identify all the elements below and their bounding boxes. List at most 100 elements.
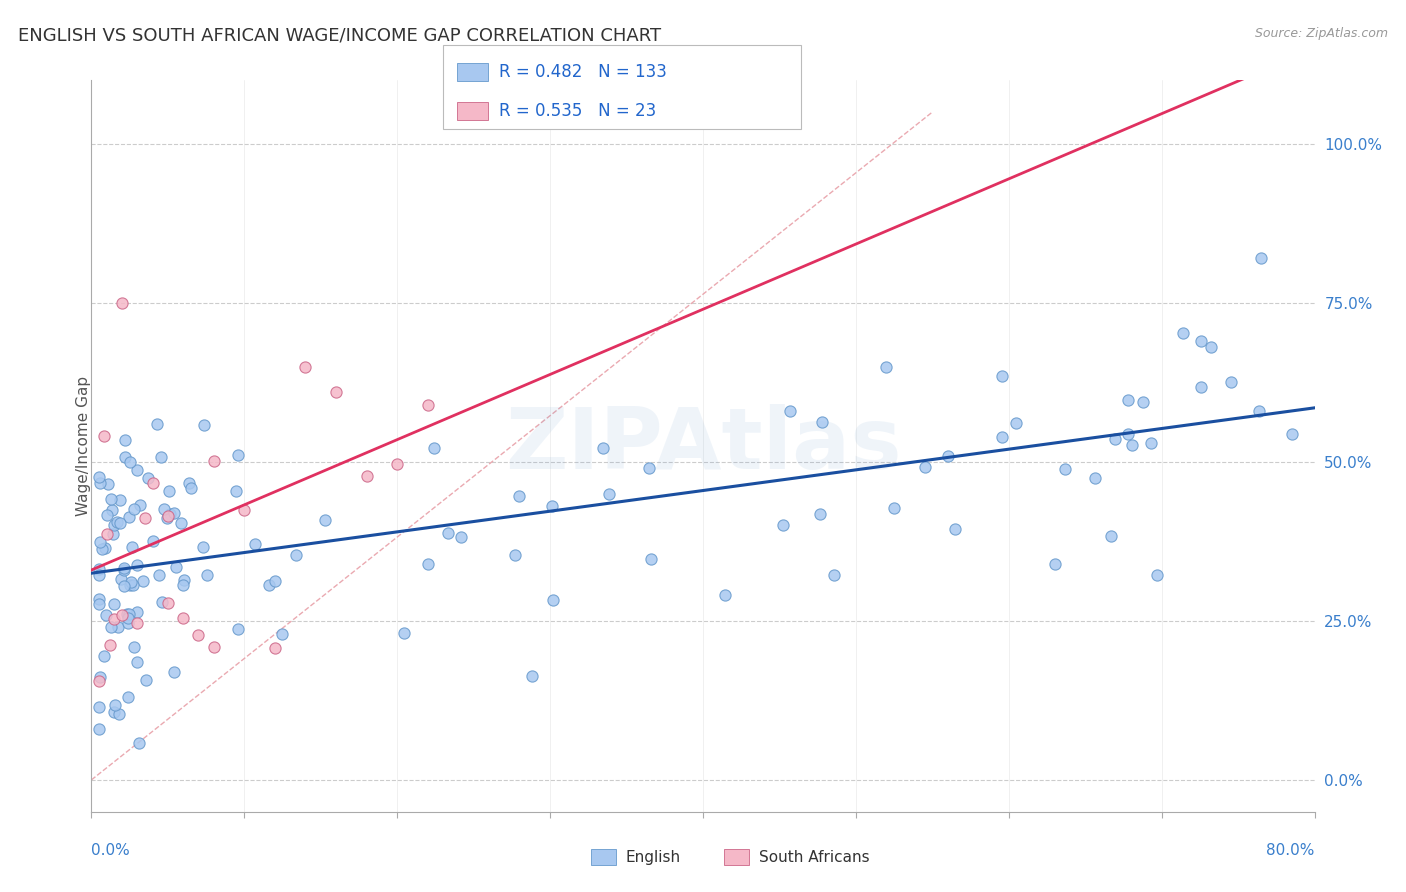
Point xyxy=(115,607,138,621)
Point xyxy=(87,567,110,582)
Point xyxy=(1084,470,1107,484)
Point xyxy=(117,616,139,631)
Point xyxy=(150,595,173,609)
Point xyxy=(1118,427,1140,442)
Point xyxy=(87,722,110,736)
Point xyxy=(112,579,135,593)
Point xyxy=(117,690,139,704)
Point xyxy=(163,665,186,679)
Point xyxy=(592,442,614,456)
Point xyxy=(172,610,194,624)
Text: R = 0.482   N = 133: R = 0.482 N = 133 xyxy=(499,62,666,80)
Point xyxy=(134,511,156,525)
Point xyxy=(127,616,149,631)
Point xyxy=(990,368,1012,383)
Point xyxy=(103,705,125,719)
Point xyxy=(103,597,125,611)
Point xyxy=(94,541,117,556)
Point xyxy=(87,700,110,714)
Point xyxy=(125,463,148,477)
Point xyxy=(257,578,280,592)
Point xyxy=(97,477,120,491)
Point xyxy=(172,578,194,592)
Point xyxy=(450,530,472,544)
Point xyxy=(325,384,347,399)
Point xyxy=(180,481,202,495)
Point xyxy=(225,484,247,499)
Point xyxy=(191,540,214,554)
Point xyxy=(87,597,110,611)
Point xyxy=(914,460,936,475)
Point xyxy=(118,578,141,592)
Point xyxy=(114,450,136,465)
Point xyxy=(87,591,110,606)
Point xyxy=(508,489,530,503)
Point xyxy=(385,458,409,472)
Point xyxy=(136,471,159,485)
Point xyxy=(713,588,735,602)
Point xyxy=(1099,529,1122,543)
Point xyxy=(1281,426,1303,441)
Point xyxy=(117,611,139,625)
Point xyxy=(122,640,145,654)
Point xyxy=(132,574,155,588)
Point xyxy=(125,558,148,573)
Point xyxy=(541,593,564,607)
Point xyxy=(811,415,834,429)
Text: English: English xyxy=(626,850,681,864)
Point xyxy=(202,454,225,468)
Point xyxy=(1247,404,1270,418)
Point xyxy=(637,461,659,475)
Point xyxy=(159,507,181,521)
Point xyxy=(823,568,845,582)
Point xyxy=(101,503,124,517)
Point xyxy=(89,534,111,549)
Point xyxy=(87,562,110,576)
Point xyxy=(125,656,148,670)
Point xyxy=(1220,375,1243,389)
Point xyxy=(157,483,180,498)
Point xyxy=(356,468,378,483)
Point xyxy=(1104,432,1126,446)
Point xyxy=(423,442,446,456)
Point xyxy=(598,487,620,501)
Point xyxy=(120,454,142,468)
Text: Source: ZipAtlas.com: Source: ZipAtlas.com xyxy=(1254,27,1388,40)
Point xyxy=(103,517,125,532)
Point xyxy=(285,548,308,562)
Point xyxy=(118,510,141,524)
Point xyxy=(772,517,794,532)
Point xyxy=(108,707,131,722)
Point xyxy=(103,527,125,541)
Point xyxy=(121,578,143,592)
Point xyxy=(107,620,129,634)
Point xyxy=(243,536,266,550)
Point xyxy=(226,623,249,637)
Point xyxy=(228,449,250,463)
Point xyxy=(314,513,336,527)
Point xyxy=(1116,392,1139,407)
Point xyxy=(808,508,831,522)
Point xyxy=(640,552,662,566)
Point xyxy=(108,493,131,508)
Point xyxy=(118,607,141,621)
Point xyxy=(91,541,114,556)
Point xyxy=(153,501,176,516)
Point xyxy=(195,568,218,582)
Point xyxy=(111,608,134,623)
Point xyxy=(146,417,169,431)
Point xyxy=(105,515,128,529)
Text: South Africans: South Africans xyxy=(759,850,870,864)
Point xyxy=(110,573,132,587)
Point xyxy=(112,563,135,577)
Text: ENGLISH VS SOUTH AFRICAN WAGE/INCOME GAP CORRELATION CHART: ENGLISH VS SOUTH AFRICAN WAGE/INCOME GAP… xyxy=(18,27,661,45)
Point xyxy=(1173,326,1195,340)
Point xyxy=(163,506,186,520)
Point xyxy=(114,434,136,448)
Point xyxy=(416,558,439,572)
Point xyxy=(1191,380,1213,394)
Point xyxy=(111,296,134,310)
Point xyxy=(416,397,439,411)
Point xyxy=(121,540,143,554)
Point xyxy=(1132,395,1154,409)
